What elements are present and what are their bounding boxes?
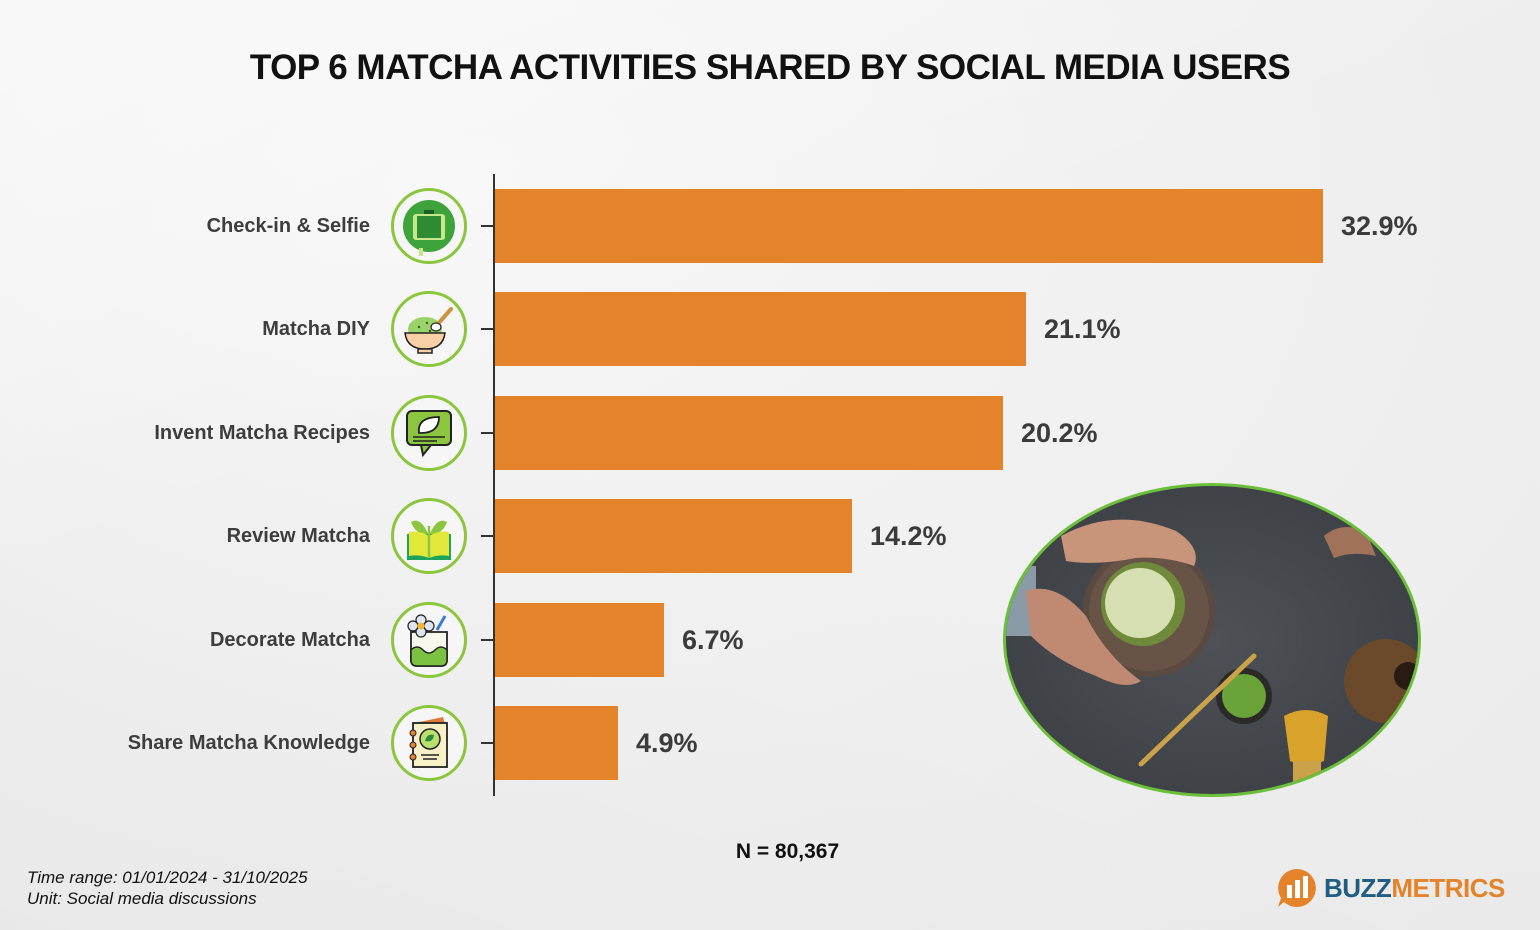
logo-text-buzz: BUZZ [1324,872,1392,903]
bar-row: Invent Matcha Recipes 20.2% [0,395,1540,471]
bar [495,499,852,573]
category-label: Check-in & Selfie [206,214,370,237]
buzzmetrics-logo: BUZZMETRICS [1276,867,1505,909]
bar-row: Share Matcha Knowledge 4.9% [0,705,1540,781]
axis-tick [481,639,493,641]
bar-value-label: 21.1% [1044,313,1121,344]
bar-row: Review Matcha 14.2% [0,498,1540,574]
bar-value-label: 14.2% [870,520,947,551]
axis-tick [481,742,493,744]
logo-text-metrics: METRICS [1391,872,1505,903]
category-label: Matcha DIY [262,317,370,340]
axis-tick [481,328,493,330]
bar-row: Decorate Matcha 6.7% [0,602,1540,678]
matcha-scene-illustration [1006,519,1418,794]
y-axis-line [493,174,495,796]
footnote: Time range: 01/01/2024 - 31/10/2025 Unit… [27,867,308,909]
chart-title: TOP 6 MATCHA ACTIVITIES SHARED BY SOCIAL… [249,48,1291,87]
bar [495,706,618,780]
category-label: Decorate Matcha [209,628,370,651]
bar-value-label: 32.9% [1341,210,1418,241]
time-range-note: Time range: 01/01/2024 - 31/10/2025 [27,868,308,887]
matcha-bowl-whisk-icon [391,291,467,367]
phone-selfie-icon [391,188,467,264]
unit-note: Unit: Social media discussions [27,889,257,908]
bar-value-label: 6.7% [682,624,744,655]
matcha-photo [1003,483,1421,797]
bar [495,189,1323,263]
bar-chart-bubble-icon [1278,869,1316,907]
category-label: Share Matcha Knowledge [127,731,370,754]
matcha-notebook-icon [391,705,467,781]
bar-row: Check-in & Selfie 32.9% [0,188,1540,264]
bar-row: Matcha DIY 21.1% [0,291,1540,367]
category-label: Invent Matcha Recipes [154,421,370,444]
bar [495,396,1003,470]
bar [495,603,664,677]
bar-value-label: 4.9% [636,727,698,758]
axis-tick [481,535,493,537]
leaf-chat-bubble-icon [391,395,467,471]
category-label: Review Matcha [226,524,370,547]
sample-size-label: N = 80,367 [735,840,840,863]
bar-value-label: 20.2% [1021,417,1098,448]
sprout-book-icon [391,498,467,574]
axis-tick [481,225,493,227]
bar [495,292,1026,366]
axis-tick [481,432,493,434]
decorated-cup-icon [391,602,467,678]
